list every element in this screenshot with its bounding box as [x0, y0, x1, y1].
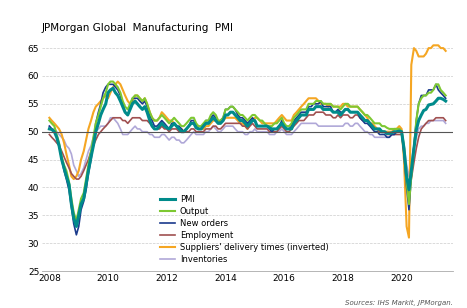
- Text: Sources: IHS Markit, JPMorgan.: Sources: IHS Markit, JPMorgan.: [345, 300, 453, 306]
- Legend: PMI, Output, New orders, Employment, Suppliers' delivery times (inverted), Inven: PMI, Output, New orders, Employment, Sup…: [157, 192, 332, 267]
- Text: JPMorgan Global  Manufacturing  PMI: JPMorgan Global Manufacturing PMI: [42, 23, 234, 33]
